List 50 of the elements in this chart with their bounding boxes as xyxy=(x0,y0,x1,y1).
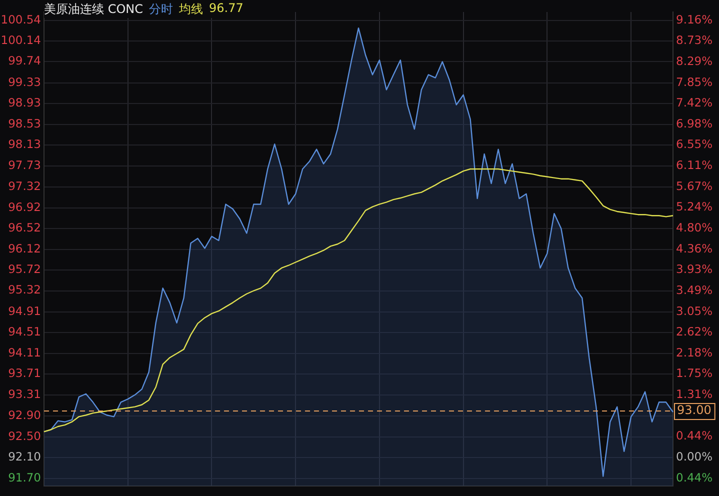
y2-tick-label: 7.42% xyxy=(676,96,713,110)
y-tick-label: 95.32 xyxy=(8,282,41,297)
y2-tick-label: 6.55% xyxy=(676,137,713,152)
y-tick-label: 96.92 xyxy=(8,200,41,214)
ref-line-label: 93.00 xyxy=(677,403,712,418)
y2-tick-label: 3.93% xyxy=(676,262,713,276)
y-tick-label: 96.52 xyxy=(8,220,41,235)
y-tick-label: 98.53 xyxy=(8,116,41,130)
y-tick-label: 91.70 xyxy=(8,470,41,484)
y-tick-label: 94.91 xyxy=(8,304,41,318)
y2-tick-label: 6.98% xyxy=(676,116,713,131)
y2-tick-label: 4.36% xyxy=(676,242,713,256)
annotation: 96.77 xyxy=(209,1,244,17)
y-tick-label: 92.10 xyxy=(8,450,41,464)
y-tick-label: 92.50 xyxy=(8,428,41,443)
chart-title: 美原油连续 CONC xyxy=(44,1,143,18)
y2-tick-label: 4.80% xyxy=(676,220,713,235)
y-tick-label: 99.74 xyxy=(8,54,41,68)
y2-tick-label: 1.75% xyxy=(676,366,713,380)
y2-tick-label: 5.24% xyxy=(676,200,713,214)
y2-tick-label: 8.29% xyxy=(676,54,713,68)
y-tick-label: 97.32 xyxy=(8,179,41,194)
text: 均线 xyxy=(179,1,203,18)
y-tick-label: 95.72 xyxy=(8,262,41,276)
y-tick-label: 99.33 xyxy=(8,74,41,89)
y-tick-label: 98.93 xyxy=(8,96,41,110)
y-tick-label: 94.11 xyxy=(8,345,41,360)
y-tick-label: 96.12 xyxy=(8,241,41,256)
y2-tick-label: 6.11% xyxy=(676,158,713,172)
y2-tick-label: 8.73% xyxy=(676,33,713,48)
y2-tick-label: 2.18% xyxy=(676,345,713,360)
y2-tick-label: 3.49% xyxy=(676,283,713,298)
y2-tick-label: 9.16% xyxy=(676,12,713,27)
y-tick-label: 100.14 xyxy=(0,33,41,47)
text: 分时 xyxy=(149,1,173,18)
y2-tick-label: 1.31% xyxy=(676,386,713,401)
y-tick-label: 98.13 xyxy=(8,137,41,152)
y-tick-label: 97.73 xyxy=(8,158,41,172)
y-tick-label: 100.54 xyxy=(0,12,41,26)
y-tick-label: 94.51 xyxy=(8,324,41,339)
y2-tick-label: 0.44% xyxy=(676,428,713,442)
y-tick-label: 93.71 xyxy=(8,366,41,380)
y2-tick-label: 3.05% xyxy=(676,304,713,318)
y-tick-label: 92.90 xyxy=(8,408,41,422)
y2-tick-label: 2.62% xyxy=(676,324,713,339)
y2-tick-label: 0.44% xyxy=(676,470,713,484)
y2-tick-label: 5.67% xyxy=(676,179,713,194)
y2-tick-label: 7.85% xyxy=(676,75,713,90)
y-tick-label: 93.31 xyxy=(8,386,41,401)
y2-tick-label: 0.00% xyxy=(676,449,713,464)
